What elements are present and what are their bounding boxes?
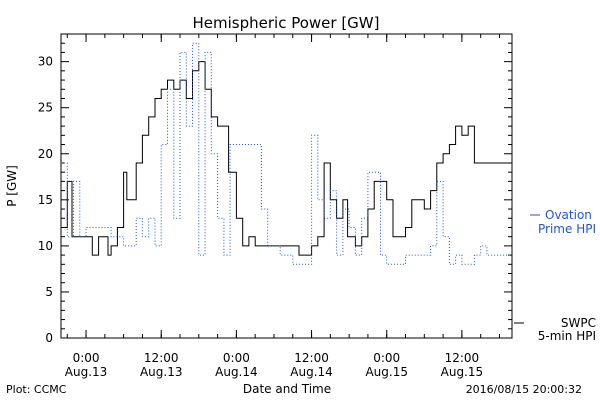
y-tick-label: 25 (38, 101, 53, 115)
x-tick-label-time: 12:00 (445, 351, 480, 365)
legend-swpc-label-line2: 5-min HPI (538, 329, 596, 343)
x-tick-label-date: Aug.13 (140, 365, 183, 379)
y-tick-label: 15 (38, 193, 53, 207)
x-tick-label-date: Aug.14 (215, 365, 258, 379)
x-tick-label-time: 0:00 (223, 351, 250, 365)
x-axis-title: Date and Time (243, 382, 331, 396)
legend-ovation-label-line1: Ovation (545, 208, 592, 222)
y-axis-title: P [GW] (5, 165, 19, 207)
x-tick-label-time: 12:00 (144, 351, 179, 365)
series-lines (61, 42, 513, 265)
series-ovation-hpi-line (61, 42, 512, 265)
y-tick-label: 30 (38, 55, 53, 69)
plot-frame (60, 33, 513, 339)
footer-plot-credit: Plot: CCMC (6, 383, 67, 396)
x-tick-label-time: 0:00 (373, 351, 400, 365)
y-tick-label: 5 (45, 285, 53, 299)
axis-ticks: 0510152025300:00Aug.1312:00Aug.130:00Aug… (38, 33, 512, 379)
y-tick-label: 20 (38, 147, 53, 161)
y-tick-label: 10 (38, 239, 53, 253)
plot-area (60, 33, 513, 339)
series-swpc-hpi-line (61, 61, 513, 256)
x-tick-label-time: 12:00 (294, 351, 329, 365)
legend-ovation-label-line2: Prime HPI (538, 222, 596, 236)
footer-timestamp: 2016/08/15 20:00:32 (466, 383, 582, 396)
legend-swpc-label-line1: SWPC (561, 316, 596, 330)
y-tick-label: 0 (45, 331, 53, 345)
chart-title: Hemispheric Power [GW] (193, 14, 380, 32)
x-tick-label-date: Aug.14 (290, 365, 333, 379)
x-tick-label-date: Aug.13 (65, 365, 108, 379)
x-tick-label-date: Aug.15 (365, 365, 408, 379)
x-tick-label-time: 0:00 (73, 351, 100, 365)
x-tick-label-date: Aug.15 (441, 365, 484, 379)
